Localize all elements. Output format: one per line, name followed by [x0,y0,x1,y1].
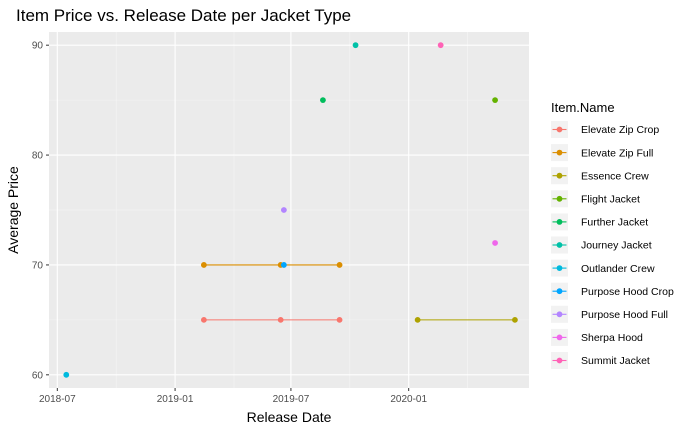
data-point [512,316,518,323]
legend-item: Purpose Hood Full [551,305,668,323]
series-summit-jacket [437,42,444,49]
series-layer [63,42,518,378]
data-point [63,371,70,378]
data-point [200,316,207,323]
data-point [336,316,343,323]
x-tick-label: 2019-01 [157,394,194,405]
data-point [352,42,359,49]
legend-key-point [556,195,563,202]
series-sherpa-hood [492,240,498,246]
legend-title: Item.Name [551,100,615,115]
data-point [280,262,287,268]
x-axis-title: Release Date [247,409,332,425]
legend-key-point [556,219,563,225]
y-tick-label: 80 [32,151,44,162]
legend-item: Elevate Zip Crop [551,121,659,138]
legend-item: Essence Crew [551,167,649,185]
series-purpose-hood-full [280,207,287,213]
legend-key-point [556,172,563,179]
chart-title: Item Price vs. Release Date per Jacket T… [16,6,351,25]
x-tick-label: 2018-07 [39,394,76,405]
series-outlander-crew [63,371,70,378]
legend-key-point [556,242,563,248]
legend-item: Sherpa Hood [551,328,643,346]
legend-label: Essence Crew [581,170,649,182]
legend: Item.Name Elevate Zip Crop Elevate Zip Fu… [551,100,674,369]
legend-label: Elevate Zip Full [581,147,653,159]
data-point [437,42,444,49]
data-point [492,240,498,246]
legend-label: Summit Jacket [581,355,650,367]
series-journey-jacket [352,42,359,49]
y-tick-label: 90 [32,41,44,52]
y-axis-title: Average Price [5,166,21,254]
data-point [320,97,326,104]
legend-item: Further Jacket [551,213,648,231]
series-purpose-hood-crop [280,262,287,268]
legend-label: Flight Jacket [581,194,640,206]
series-elevate-zip-full [200,262,343,268]
legend-label: Elevate Zip Crop [581,124,659,136]
legend-item: Summit Jacket [551,352,650,369]
series-flight-jacket [492,97,498,104]
legend-label: Journey Jacket [581,240,652,252]
data-point [336,262,343,268]
y-tick-label: 60 [32,370,44,381]
legend-item: Outlander Crew [551,259,655,277]
legend-key-point [556,149,563,156]
legend-label: Further Jacket [581,217,648,229]
data-point [200,262,207,268]
legend-label: Purpose Hood Full [581,309,668,321]
series-elevate-zip-crop [200,316,343,323]
minor-gridlines [49,32,529,388]
legend-key-point [556,334,563,341]
data-point [277,316,284,323]
legend-key-point [556,357,563,364]
series-essence-crew [414,316,518,323]
x-tick-label: 2020-01 [390,394,427,405]
data-point [280,207,287,213]
legend-item: Purpose Hood Crop [551,282,674,300]
legend-item: Flight Jacket [551,190,640,208]
legend-label: Outlander Crew [581,263,655,275]
data-point [492,97,498,104]
data-point [414,316,421,323]
legend-item: Elevate Zip Full [551,144,653,162]
legend-key-point [556,265,563,271]
legend-key-point [556,311,563,318]
major-gridlines [49,32,529,388]
legend-key-point [556,126,563,133]
y-tick-label: 70 [32,260,44,271]
x-tick-label: 2019-07 [273,394,310,405]
legend-label: Sherpa Hood [581,332,643,344]
legend-label: Purpose Hood Crop [581,286,674,298]
legend-item: Journey Jacket [551,236,652,254]
axes-layer: 2018-07 2019-01 2019-07 2020-01 60 70 80 90 [32,41,428,405]
series-further-jacket [320,97,326,104]
legend-key-point [556,288,563,295]
